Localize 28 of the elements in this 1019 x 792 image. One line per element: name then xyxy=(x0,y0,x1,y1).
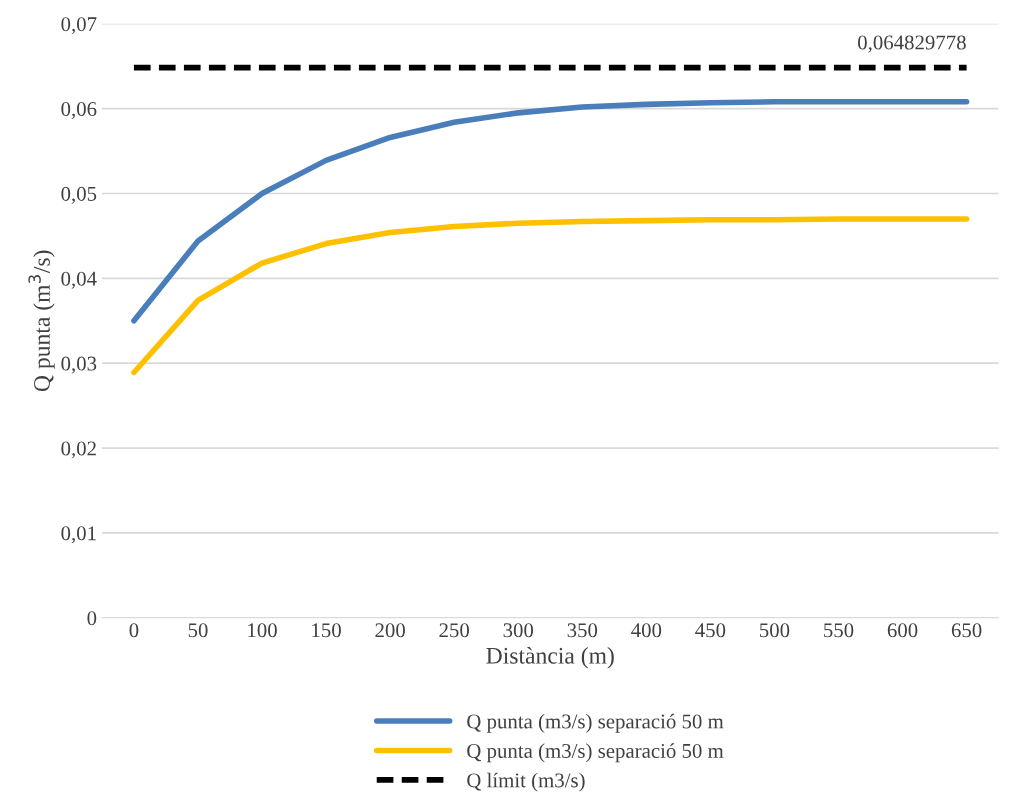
x-tick-label: 350 xyxy=(567,623,598,638)
x-tick-label: 550 xyxy=(824,623,854,638)
x-tick-label: 200 xyxy=(375,623,405,638)
x-tick-label: 250 xyxy=(439,623,470,638)
y-axis-title: Q punta (m$^{3}$/s) xyxy=(28,250,55,392)
x-tick-label: 0 xyxy=(129,623,139,638)
x-tick-label: 500 xyxy=(760,623,790,638)
y-tick-label: 0,07 xyxy=(61,17,97,35)
x-tick-label: 400 xyxy=(631,623,662,638)
data-label: 0,064829778 xyxy=(858,35,966,53)
legend-label: Q punta (m3/s) separació 50 m xyxy=(467,743,724,763)
y-tick-label: 0 xyxy=(87,611,97,626)
legend-label: Q límit (m3/s) xyxy=(467,772,585,792)
legend-label: Q punta (m3/s) separació 50 m xyxy=(467,713,724,733)
x-tick-label: 650 xyxy=(951,623,982,638)
x-tick-label: 600 xyxy=(887,623,918,638)
x-tick-label: 450 xyxy=(695,623,726,638)
x-tick-label: 50 xyxy=(188,623,208,638)
y-tick-label: 0,05 xyxy=(61,186,97,204)
y-tick-label: 0,04 xyxy=(61,271,97,289)
x-tick-label: 150 xyxy=(312,623,341,638)
x-axis-title: Distància (m) xyxy=(486,647,614,669)
x-tick-label: 300 xyxy=(503,623,534,638)
y-tick-label: 0,06 xyxy=(61,101,97,120)
x-tick-label: 100 xyxy=(248,623,277,638)
y-tick-label: 0,01 xyxy=(61,526,96,544)
y-tick-label: 0,03 xyxy=(61,356,97,374)
y-tick-label: 0,02 xyxy=(61,441,96,459)
